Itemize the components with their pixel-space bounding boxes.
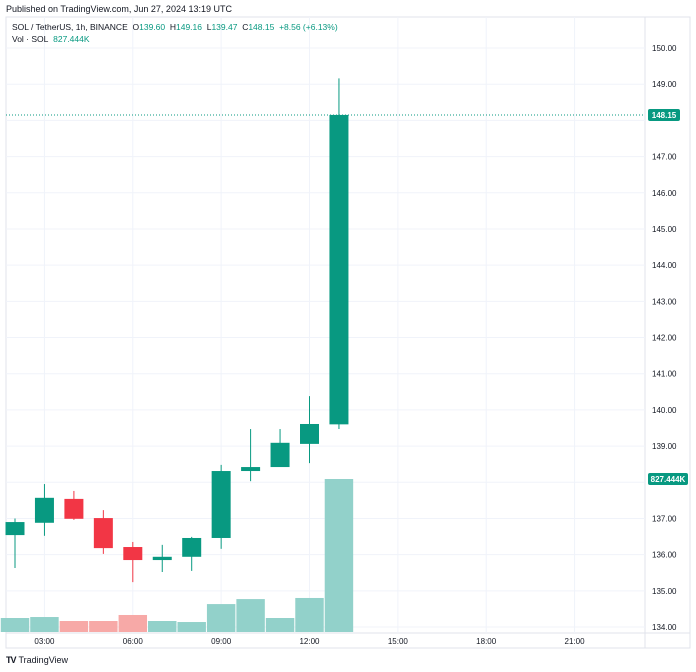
candle-body	[93, 518, 113, 549]
candle-body	[329, 114, 349, 425]
low-value: 139.47	[211, 22, 238, 32]
time-tick-label: 21:00	[565, 637, 586, 646]
time-tick-label: 15:00	[388, 637, 409, 646]
candle-body	[211, 471, 231, 538]
volume-bar	[118, 614, 148, 632]
time-tick-label: 18:00	[476, 637, 497, 646]
chart-frame	[5, 16, 691, 649]
volume-bar	[236, 599, 265, 632]
price-tick-label: 147.00	[652, 153, 677, 162]
last-price-badge	[648, 108, 680, 121]
volume-bar	[265, 618, 295, 632]
tradingview-logo: TV TradingView	[6, 655, 68, 665]
last-volume-label: 827.444K	[651, 475, 686, 484]
candle-body	[300, 423, 319, 444]
candle-body	[123, 547, 143, 561]
volume-bar	[324, 479, 354, 632]
price-tick-label: 140.00	[652, 406, 677, 415]
volume-bar	[0, 618, 30, 632]
volume-row: Vol · SOL 827.444K	[12, 33, 338, 45]
volume-bar	[206, 604, 236, 632]
candle-body	[34, 497, 54, 523]
price-tick-label: 142.00	[652, 334, 677, 343]
candle-body	[182, 537, 202, 557]
price-tick-label: 141.00	[652, 370, 677, 379]
price-tick-label: 136.00	[652, 551, 677, 560]
low-label: L	[206, 22, 212, 32]
symbol-label[interactable]: SOL / TetherUS, 1h, BINANCE	[12, 22, 128, 32]
volume-bar	[89, 620, 118, 632]
volume-bar	[177, 622, 206, 632]
volume-bar	[295, 597, 324, 632]
high-label: H	[169, 22, 176, 32]
open-value: 139.60	[139, 22, 166, 32]
published-info: Published on TradingView.com, Jun 27, 20…	[6, 4, 232, 14]
volume-value: 827.444K	[53, 34, 90, 44]
price-tick-label: 144.00	[652, 261, 677, 270]
last-price-label: 148.15	[652, 111, 677, 120]
price-tick-label: 149.00	[652, 80, 677, 89]
last-volume-badge	[648, 473, 688, 485]
time-tick-label: 09:00	[211, 637, 232, 646]
high-value: 149.16	[175, 22, 202, 32]
open-label: O	[132, 22, 140, 32]
price-tick-label: 137.00	[652, 514, 677, 523]
candle-body	[5, 522, 25, 536]
time-tick-label: 12:00	[299, 637, 320, 646]
candle-body	[241, 467, 261, 472]
volume-bar	[59, 620, 89, 632]
price-tick-label: 146.00	[652, 189, 677, 198]
price-tick-label: 134.00	[652, 623, 677, 632]
price-tick-label: 150.00	[652, 44, 677, 53]
volume-bar	[30, 617, 59, 632]
price-tick-label: 135.00	[652, 587, 677, 596]
close-label: C	[242, 22, 249, 32]
volume-label: Vol · SOL	[12, 34, 49, 44]
time-tick-label: 03:00	[34, 637, 55, 646]
close-value: 148.15	[248, 22, 275, 32]
chart-legend: SOL / TetherUS, 1h, BINANCE O139.60 H149…	[12, 21, 338, 45]
price-tick-label: 139.00	[652, 442, 677, 451]
ohlc-row: SOL / TetherUS, 1h, BINANCE O139.60 H149…	[12, 21, 338, 33]
brand-name: TradingView	[18, 655, 69, 665]
price-tick-label: 143.00	[652, 297, 677, 306]
change-value: +8.56 (+6.13%)	[279, 22, 338, 32]
price-tick-label: 145.00	[652, 225, 677, 234]
time-tick-label: 06:00	[123, 637, 144, 646]
tradingview-logo-icon: TV	[6, 655, 16, 665]
candle-body	[64, 498, 84, 519]
volume-bar	[148, 620, 177, 632]
candle-body	[270, 442, 290, 468]
candle-body	[152, 556, 172, 561]
